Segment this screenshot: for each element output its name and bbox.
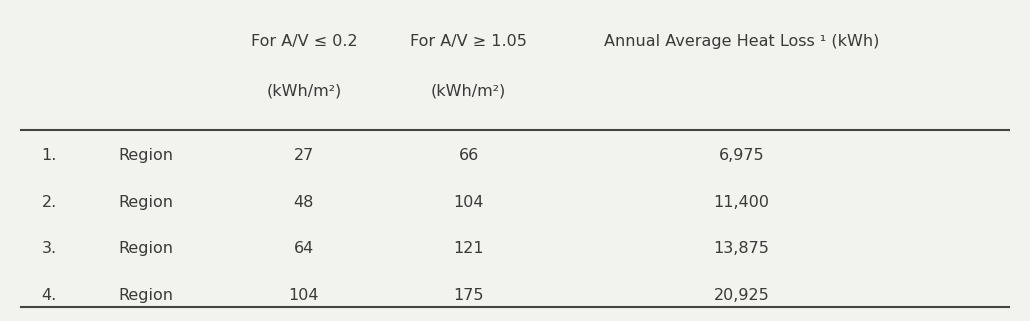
- Text: Annual Average Heat Loss ¹ (kWh): Annual Average Heat Loss ¹ (kWh): [604, 34, 880, 49]
- Text: 1.: 1.: [41, 148, 57, 163]
- Text: 4.: 4.: [41, 288, 57, 303]
- Text: Region: Region: [118, 148, 173, 163]
- Text: 104: 104: [288, 288, 319, 303]
- Text: 121: 121: [453, 241, 484, 256]
- Text: (kWh/m²): (kWh/m²): [431, 84, 507, 99]
- Text: 2.: 2.: [41, 195, 57, 210]
- Text: (kWh/m²): (kWh/m²): [266, 84, 342, 99]
- Text: 13,875: 13,875: [714, 241, 769, 256]
- Text: 20,925: 20,925: [714, 288, 769, 303]
- Text: Region: Region: [118, 288, 173, 303]
- Text: For A/V ≥ 1.05: For A/V ≥ 1.05: [410, 34, 527, 49]
- Text: 66: 66: [458, 148, 479, 163]
- Text: 27: 27: [294, 148, 314, 163]
- Text: 175: 175: [453, 288, 484, 303]
- Text: Region: Region: [118, 195, 173, 210]
- Text: 104: 104: [453, 195, 484, 210]
- Text: 6,975: 6,975: [719, 148, 764, 163]
- Text: 48: 48: [294, 195, 314, 210]
- Text: Region: Region: [118, 241, 173, 256]
- Text: For A/V ≤ 0.2: For A/V ≤ 0.2: [250, 34, 357, 49]
- Text: 64: 64: [294, 241, 314, 256]
- Text: 11,400: 11,400: [714, 195, 769, 210]
- Text: 3.: 3.: [41, 241, 57, 256]
